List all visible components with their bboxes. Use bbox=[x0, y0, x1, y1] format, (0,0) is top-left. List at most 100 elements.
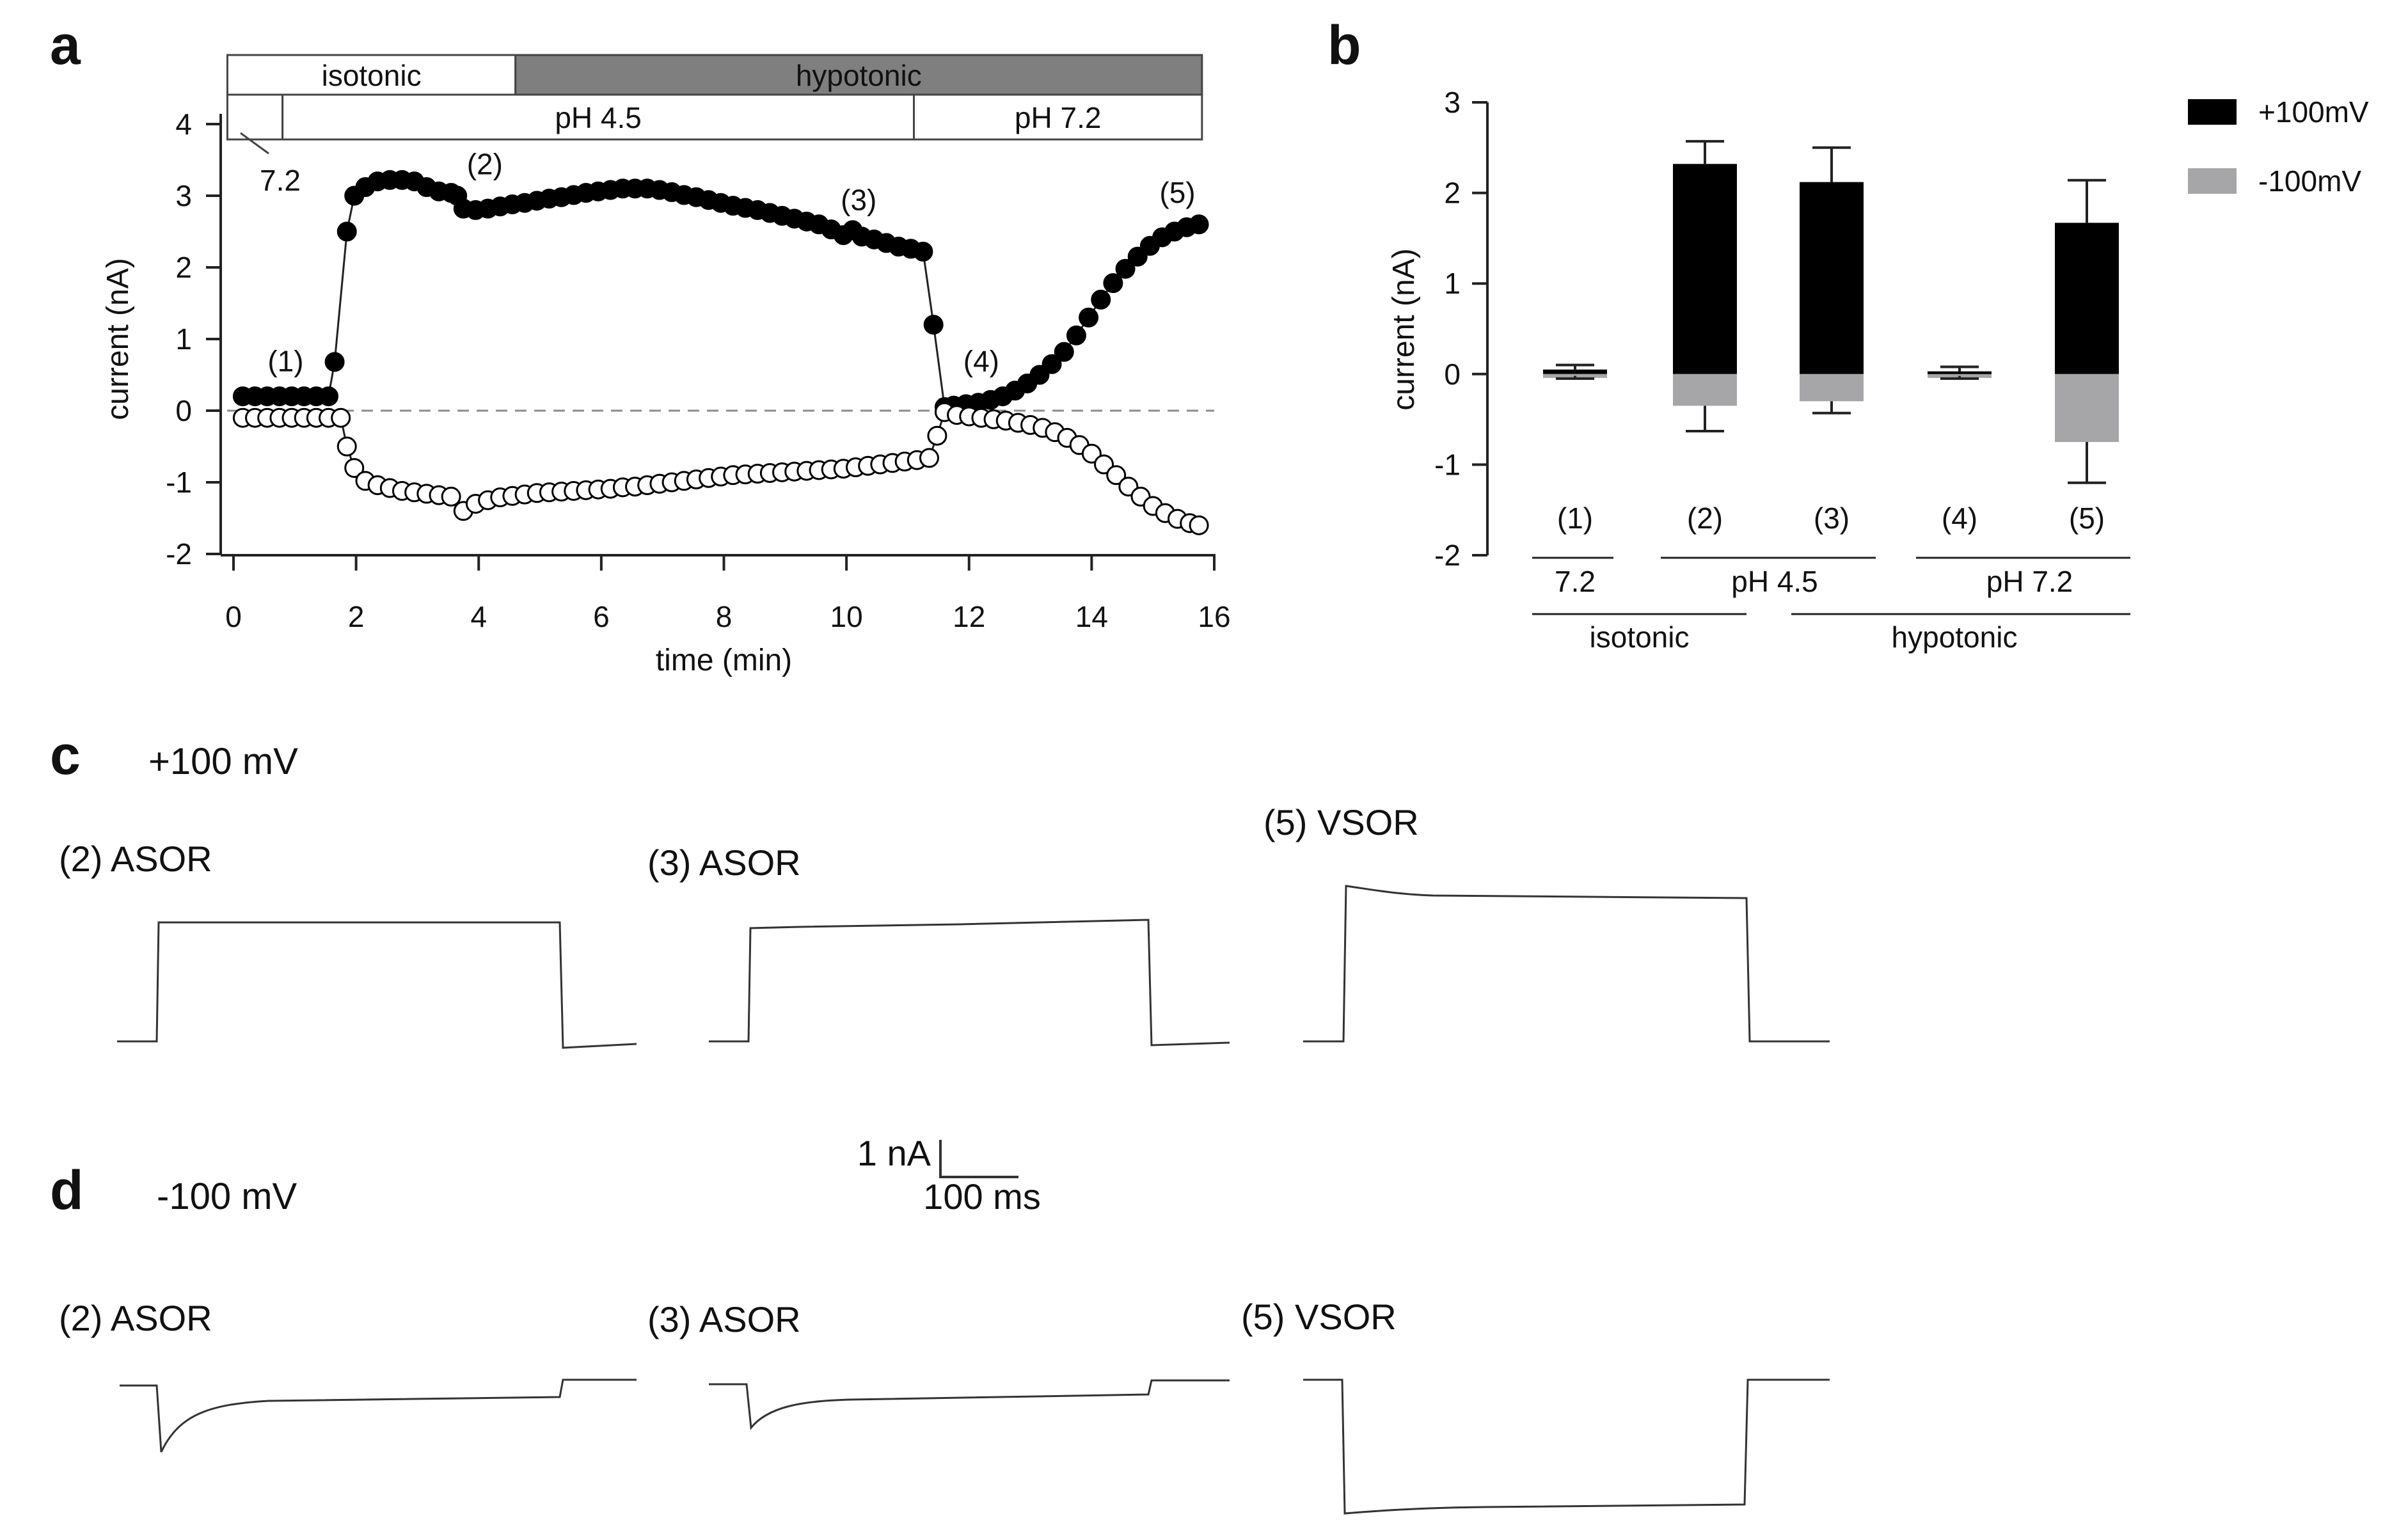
trace-c-label-3: (5) VSOR bbox=[1263, 802, 1419, 842]
panel-b-y-axis-title: current (nA) bbox=[1387, 248, 1421, 410]
ph-bar-label-2: pH 7.2 bbox=[1015, 101, 1102, 134]
panel-b-bar-chart: 3 2 1 0 -1 -2 current (nA) (1) (2) (3) (4) (5) 7.2 pH… bbox=[1387, 86, 2369, 654]
panel-b-category-label: (2) bbox=[1687, 501, 1723, 535]
panel-a-y-tick-label: 4 bbox=[175, 107, 192, 141]
bar-plus100mv bbox=[1928, 371, 1992, 375]
timepoint-annotation-3: (3) bbox=[841, 183, 876, 216]
panel-a-y-tick-label: 2 bbox=[175, 251, 192, 284]
panel-letter-a: a bbox=[50, 15, 81, 76]
data-point-plus100mv bbox=[913, 241, 933, 262]
scale-bar-time-label: 100 ms bbox=[923, 1176, 1041, 1217]
data-point-plus100mv bbox=[1066, 325, 1086, 345]
panel-b-y-tick-label: 0 bbox=[1444, 358, 1461, 391]
tonicity-group-label: isotonic bbox=[1590, 620, 1690, 654]
data-point-plus100mv bbox=[1115, 258, 1136, 279]
trace-d-label-3: (5) VSOR bbox=[1241, 1297, 1397, 1337]
panel-a-x-tick-label: 16 bbox=[1198, 600, 1230, 633]
panel-letter-b: b bbox=[1327, 15, 1361, 76]
data-point-plus100mv bbox=[1189, 214, 1209, 235]
trace-d-asor-2 bbox=[120, 1378, 637, 1453]
timepoint-annotation-2: (2) bbox=[467, 147, 503, 180]
panel-c-traces: +100 mV (2) ASOR (3) ASOR (5) VSOR bbox=[59, 741, 1830, 1049]
bar-minus100mv bbox=[2055, 374, 2119, 442]
data-point-minus100mv bbox=[1081, 443, 1102, 464]
bar-minus100mv bbox=[1673, 374, 1737, 406]
panel-letter-d: d bbox=[50, 1160, 84, 1221]
data-point-minus100mv bbox=[441, 486, 461, 507]
tonicity-group-label: hypotonic bbox=[1892, 620, 2018, 654]
data-point-plus100mv bbox=[319, 386, 339, 407]
bar-plus100mv bbox=[2055, 223, 2119, 374]
panel-a-x-tick-label: 12 bbox=[953, 600, 985, 633]
scale-bar-current-label: 1 nA bbox=[857, 1133, 931, 1173]
panel-a-y-tick-label: -2 bbox=[166, 537, 192, 571]
trace-c-label-1: (2) ASOR bbox=[59, 839, 212, 879]
panel-a-x-tick-label: 10 bbox=[830, 600, 863, 633]
data-point-minus100mv bbox=[1094, 454, 1114, 475]
panel-a-x-axis-title: time (min) bbox=[656, 644, 792, 677]
legend-swatch-1 bbox=[2188, 168, 2237, 194]
data-point-plus100mv bbox=[1042, 354, 1062, 374]
panel-d-traces: -100 mV (2) ASOR (3) ASOR (5) VSOR bbox=[59, 1176, 1830, 1515]
trace-d-label-2: (3) ASOR bbox=[647, 1299, 801, 1339]
panel-b-y-tick-label: -1 bbox=[1434, 448, 1461, 481]
data-point-plus100mv bbox=[1079, 307, 1099, 328]
scale-bar: 1 nA 100 ms bbox=[857, 1133, 1041, 1217]
data-point-plus100mv bbox=[1091, 289, 1111, 310]
data-point-plus100mv bbox=[1054, 342, 1074, 362]
panel-b-category-label: (5) bbox=[2069, 501, 2105, 535]
data-point-plus100mv bbox=[1029, 365, 1050, 385]
data-point-minus100mv bbox=[927, 425, 947, 446]
ph-group-label: 7.2 bbox=[1555, 565, 1596, 598]
data-point-plus100mv bbox=[1103, 273, 1123, 294]
data-point-plus100mv bbox=[324, 352, 345, 372]
data-point-minus100mv bbox=[337, 436, 357, 457]
ph-bar-label-1: pH 4.5 bbox=[555, 101, 642, 134]
ph-bar-0 bbox=[226, 93, 284, 141]
panel-b-y-tick-label: 3 bbox=[1444, 86, 1461, 119]
panel-a-y-tick-label: 0 bbox=[175, 394, 192, 427]
panel-d-title: -100 mV bbox=[157, 1176, 297, 1217]
data-point-minus100mv bbox=[919, 448, 939, 468]
timepoint-annotation-4: (4) bbox=[963, 344, 999, 377]
trace-c-vsor-5 bbox=[1303, 885, 1830, 1043]
panel-b-category-label: (4) bbox=[1942, 501, 1977, 535]
tonicity-bar-1 bbox=[514, 54, 1203, 96]
trace-d-vsor-5 bbox=[1303, 1378, 1830, 1515]
trace-c-asor-3 bbox=[709, 919, 1230, 1046]
data-point-plus100mv bbox=[923, 315, 944, 335]
legend-swatch-0 bbox=[2188, 99, 2237, 125]
panel-a-x-tick-label: 14 bbox=[1075, 600, 1108, 633]
panel-letter-c: c bbox=[50, 725, 81, 786]
bar-minus100mv bbox=[1800, 374, 1864, 402]
panel-b-y-tick-label: 2 bbox=[1444, 177, 1461, 210]
timepoint-annotation-5: (5) bbox=[1159, 176, 1195, 209]
tonicity-bar-label-1: hypotonic bbox=[796, 59, 922, 92]
ph-bar-1 bbox=[281, 93, 915, 141]
panel-a-y-tick-label: -1 bbox=[166, 466, 192, 499]
bar-plus100mv bbox=[1673, 164, 1737, 374]
bar-plus100mv bbox=[1800, 182, 1864, 374]
data-point-plus100mv bbox=[337, 221, 357, 242]
timepoint-annotation-1: (1) bbox=[267, 344, 303, 377]
data-point-minus100mv bbox=[344, 458, 365, 478]
panel-b-category-label: (3) bbox=[1814, 501, 1850, 535]
data-point-minus100mv bbox=[1189, 515, 1209, 535]
panel-a-x-tick-label: 2 bbox=[348, 600, 365, 633]
panel-b-category-label: (1) bbox=[1557, 501, 1593, 535]
trace-d-label-1: (2) ASOR bbox=[59, 1298, 212, 1338]
panel-a-y-axis-title: current (nA) bbox=[101, 258, 135, 420]
panel-a-y-tick-label: 1 bbox=[175, 322, 192, 356]
panel-b-y-tick-label: 1 bbox=[1444, 267, 1461, 300]
legend-label-1: -100mV bbox=[2258, 164, 2361, 198]
trace-d-asor-3 bbox=[709, 1379, 1230, 1430]
ph-group-label: pH 7.2 bbox=[1986, 565, 2073, 598]
data-point-minus100mv bbox=[1106, 465, 1127, 486]
data-point-minus100mv bbox=[331, 407, 351, 428]
trace-c-label-2: (3) ASOR bbox=[647, 842, 801, 883]
tonicity-bar-label-0: isotonic bbox=[322, 59, 422, 92]
ph-bar-label-0: 7.2 bbox=[260, 164, 301, 197]
panel-a-y-tick-label: 3 bbox=[175, 179, 192, 212]
panel-a-x-tick-label: 6 bbox=[593, 600, 610, 633]
